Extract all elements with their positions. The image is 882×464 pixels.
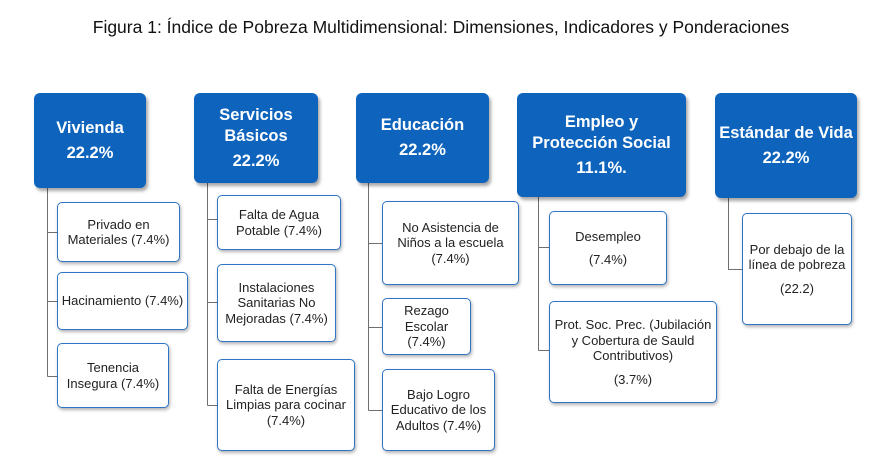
indicator-weight: (3.7%) [613,371,653,387]
dimension-empleo-proteccion: Empleo y Protección Social 11.1%. [517,93,686,197]
indicator-label: Falta de Agua Potable (7.4%) [236,207,322,238]
dimension-weight: 22.2% [399,141,446,159]
indicator-label: Prot. Soc. Prec. (Jubilación y Cobertura… [554,317,712,363]
indicator-falta-agua: Falta de Agua Potable (7.4%) [217,195,341,250]
dimension-name: Educación [380,116,465,134]
indicator-no-asistencia: No Asistencia de Niños a la escuela (7.4… [382,201,519,285]
figure-title: Figura 1: Índice de Pobreza Multidimensi… [92,17,790,37]
dimension-weight: 22.2% [232,151,280,170]
indicator-weight: (22.2) [780,280,814,296]
indicator-weight: (7.4%) [431,250,470,266]
indicator-privado-materiales: Privado en Materiales (7.4%) [57,202,180,262]
dimension-name: Vivienda [56,118,124,137]
indicator-label: Privado en Materiales (7.4%) [67,216,170,248]
indicator-rezago-escolar: Rezago Escolar (7.4%) [382,298,471,355]
indicator-label: Hacinamiento (7.4%) [61,293,184,309]
indicator-label: Desempleo [575,228,641,244]
dimension-vivienda: Vivienda 22.2% [34,93,146,188]
indicator-label: Instalaciones Sanitarias No Mejoradas (7… [225,279,328,326]
indicator-tenencia-insegura: Tenencia Insegura (7.4%) [57,343,169,408]
indicator-label: Falta de Energías Limpias para cocinar (… [226,381,346,428]
dimension-name: Estándar de Vida [719,123,853,142]
indicator-label: No Asistencia de Niños a la escuela [397,219,504,251]
dimension-weight: 22.2% [762,148,810,167]
indicator-energias-limpias: Falta de Energías Limpias para cocinar (… [217,359,355,451]
dimension-weight: 22.2% [66,143,114,162]
dimension-weight: 11.1%. [576,158,627,177]
indicator-weight: (7.4%) [588,252,628,267]
indicator-prot-soc-prec: Prot. Soc. Prec. (Jubilación y Cobertura… [549,301,717,403]
indicator-instalaciones-sanitarias: Instalaciones Sanitarias No Mejoradas (7… [217,264,336,342]
dimension-name: Empleo y Protección Social [532,112,671,152]
indicator-label: Tenencia Insegura (7.4%) [66,360,160,391]
dimension-servicios-basicos: Servicios Básicos 22.2% [194,93,318,183]
indicator-label: Por debajo de la línea de pobreza [748,241,846,273]
indicator-desempleo: Desempleo (7.4%) [549,211,667,285]
indicator-label: Rezago Escolar (7.4%) [404,303,449,350]
dimension-name: Servicios Básicos [219,105,293,145]
dimension-estandar-vida: Estándar de Vida 22.2% [715,93,857,198]
indicator-bajo-logro: Bajo Logro Educativo de los Adultos (7.4… [382,369,495,451]
indicator-hacinamiento: Hacinamiento (7.4%) [57,272,188,330]
indicator-linea-pobreza: Por debajo de la línea de pobreza (22.2) [742,213,852,325]
dimension-educacion: Educación 22.2% [356,93,489,183]
indicator-label: Bajo Logro Educativo de los Adultos (7.4… [390,386,487,433]
